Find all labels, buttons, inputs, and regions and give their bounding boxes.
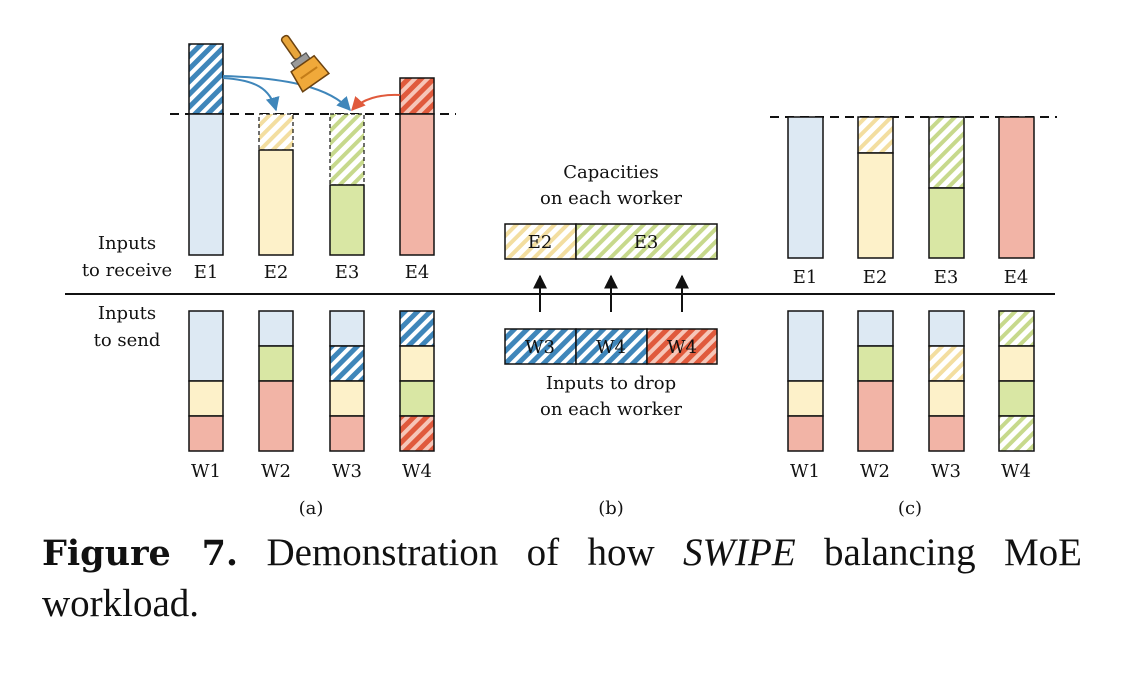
e1-overflow-block [188,43,224,115]
capacity-title-line2: on each worker [540,188,682,209]
worker-label: W3 [931,461,961,482]
drop-cell-w4-red [646,328,718,365]
worker-label: W3 [332,461,362,482]
capacity-cell-label: E2 [528,232,553,253]
expert-label: E4 [1004,267,1029,288]
e4-bar [399,113,435,256]
expert-label: E1 [194,262,219,283]
w3-stack [329,310,365,452]
w1-stack [188,310,224,452]
expert-label: E4 [405,262,430,283]
expert-label: E2 [264,262,289,283]
expert-label: E1 [793,267,818,288]
send-label-line2: to send [94,330,161,351]
caption-label: Figure 7. [42,533,239,574]
worker-label: W4 [1001,461,1031,482]
arrow-e4-to-e3 [351,93,401,112]
caption-method: SWIPE [683,531,796,574]
receive-label-line1: Inputs [98,233,156,254]
panel-c: E1 E2 E3 E4 W1 W2 W3 W4 (c) [770,116,1057,519]
send-label-line1: Inputs [98,303,156,324]
subfigure-label-c: (c) [898,498,922,519]
e4-overflow-block [399,77,435,115]
expert-label: E2 [863,267,888,288]
w1-stack [787,310,824,452]
worker-label: W4 [402,461,432,482]
worker-label: W1 [191,461,221,482]
w2-stack [258,310,294,452]
e2-bar [857,152,894,259]
e3-bar [329,184,365,256]
expert-label: E3 [335,262,360,283]
caption-text-before: Demonstration of how [238,531,684,574]
e3-free-slot [329,113,365,186]
expert-label: E3 [934,267,959,288]
subfigure-label-a: (a) [299,498,324,519]
drop-title-line2: on each worker [540,399,682,420]
e1-bar [188,113,224,256]
capacity-cell-e3 [575,223,718,260]
e4-bar [998,116,1035,259]
drop-cell-label: W3 [525,337,555,358]
worker-label: W2 [860,461,890,482]
w4-stack [399,310,435,452]
capacity-title-line1: Capacities [563,162,658,183]
drop-cell-label: W4 [596,337,626,358]
receive-label-line2: to receive [82,260,172,281]
subfigure-label-b: (b) [598,498,624,519]
figure-caption: Figure 7. Demonstration of how SWIPE bal… [42,528,1082,629]
paint-brush-icon [280,34,331,93]
panel-b: Capacities on each worker E2 E3 W3 W4 W4… [504,162,718,519]
w3-stack [928,310,965,452]
capacity-cell-label: E3 [634,232,659,253]
worker-label: W2 [261,461,291,482]
arrow-e1-to-e2 [222,77,280,112]
e2-bar [258,149,294,256]
w2-stack [857,310,894,452]
w4-stack [998,310,1035,452]
worker-label: W1 [790,461,820,482]
e3-filled-slot [928,116,965,189]
e1-bar [787,116,824,259]
swipe-diagram: Inputs to receive Inputs to send E1 E2 E… [65,34,1057,519]
e3-bar [928,187,965,259]
drop-cell-label: W4 [667,337,697,358]
drop-title-line1: Inputs to drop [546,373,676,394]
panel-a: Inputs to receive Inputs to send E1 E2 E… [82,34,456,519]
e2-free-slot [258,113,294,151]
e2-filled-slot [857,116,894,154]
caption-text-after: balancing MoE workload. [42,531,1083,625]
